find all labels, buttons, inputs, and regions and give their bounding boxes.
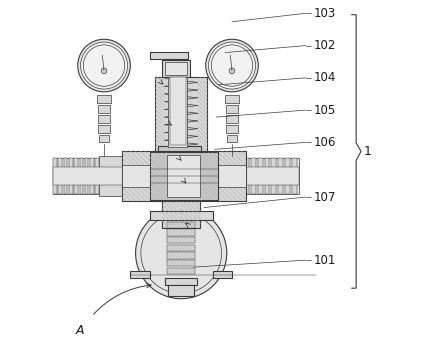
- Bar: [155, 77, 207, 151]
- Bar: [69, 158, 73, 194]
- Text: 102: 102: [313, 39, 336, 52]
- Bar: [278, 158, 283, 194]
- Bar: [90, 158, 94, 194]
- Bar: [85, 158, 89, 194]
- Bar: [225, 167, 299, 185]
- Bar: [98, 125, 110, 132]
- Bar: [97, 95, 111, 103]
- Bar: [227, 134, 237, 142]
- Bar: [167, 252, 195, 259]
- Bar: [167, 155, 201, 197]
- Bar: [162, 60, 190, 77]
- Bar: [285, 158, 290, 194]
- Bar: [167, 221, 195, 228]
- Bar: [226, 115, 238, 123]
- Circle shape: [136, 208, 227, 299]
- Bar: [168, 285, 194, 296]
- Bar: [213, 271, 232, 278]
- Bar: [167, 245, 195, 251]
- Text: 101: 101: [313, 254, 336, 267]
- Bar: [292, 158, 297, 194]
- Text: 105: 105: [313, 103, 336, 117]
- Bar: [58, 158, 62, 194]
- Bar: [74, 158, 78, 194]
- Circle shape: [81, 42, 128, 89]
- Bar: [225, 105, 238, 113]
- Bar: [150, 152, 218, 200]
- Bar: [225, 156, 246, 196]
- Bar: [244, 158, 249, 194]
- Circle shape: [206, 39, 258, 92]
- Bar: [99, 134, 109, 142]
- Bar: [167, 229, 195, 235]
- Bar: [158, 146, 201, 151]
- Text: 107: 107: [313, 190, 336, 203]
- Circle shape: [209, 42, 256, 89]
- Text: 103: 103: [313, 7, 336, 20]
- Bar: [170, 77, 186, 145]
- Bar: [130, 271, 150, 278]
- Bar: [95, 158, 99, 194]
- Bar: [100, 156, 122, 196]
- Circle shape: [101, 68, 107, 74]
- Bar: [53, 158, 101, 194]
- Bar: [264, 158, 269, 194]
- Bar: [258, 158, 263, 194]
- Bar: [225, 95, 239, 103]
- Text: 104: 104: [313, 71, 336, 84]
- Bar: [167, 268, 195, 274]
- Text: 1: 1: [364, 145, 372, 158]
- Bar: [226, 125, 237, 132]
- Bar: [98, 115, 110, 123]
- Text: 106: 106: [313, 136, 336, 149]
- Bar: [251, 158, 256, 194]
- Bar: [168, 77, 187, 147]
- Bar: [244, 158, 299, 194]
- Bar: [167, 260, 195, 266]
- Text: A: A: [75, 324, 84, 337]
- Bar: [98, 105, 110, 113]
- Bar: [167, 237, 195, 243]
- Bar: [162, 201, 201, 227]
- Bar: [121, 165, 246, 187]
- Circle shape: [229, 68, 235, 74]
- Bar: [53, 158, 57, 194]
- Bar: [272, 158, 276, 194]
- Bar: [165, 62, 187, 75]
- Bar: [79, 158, 83, 194]
- Bar: [150, 211, 213, 220]
- Bar: [64, 158, 67, 194]
- Bar: [165, 278, 197, 285]
- Circle shape: [78, 39, 130, 92]
- Bar: [166, 59, 174, 69]
- Bar: [121, 151, 246, 201]
- Bar: [53, 167, 123, 185]
- Bar: [150, 51, 188, 59]
